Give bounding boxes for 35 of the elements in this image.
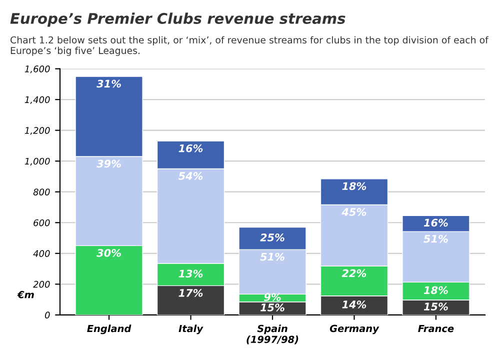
y-tick-label: 400 [33, 250, 50, 257]
y-tick-label: 1,000 [24, 158, 50, 166]
annotation: 25% [260, 234, 284, 242]
x-tick-label: Spain (1997/98) [246, 324, 298, 344]
y-tick-label: 800 [33, 188, 50, 196]
x-tick-label: Germany [330, 324, 380, 334]
annotation: 51% [260, 252, 284, 261]
annotation: 18% [342, 182, 366, 190]
x-tick-label: France [418, 324, 454, 332]
annotation: 18% [424, 286, 448, 294]
y-tick-label: 200 [33, 280, 50, 288]
annotation: 31% [96, 80, 121, 88]
annotation: 16% [424, 218, 448, 227]
y-tick-label: 1,600 [24, 66, 50, 74]
annotation: 15% [260, 304, 284, 312]
annotation: 15% [424, 302, 448, 310]
annotation: 30% [96, 248, 121, 257]
x-tick-label: Italy [178, 324, 204, 334]
y-tick-label: 0 [44, 312, 50, 318]
annotation: 14% [342, 300, 366, 308]
y-tick-label: 600 [34, 219, 50, 226]
annotation: 16% [178, 144, 203, 152]
annotation: 54% [178, 172, 203, 180]
annotation: 13% [178, 270, 203, 278]
annotation: 45% [342, 208, 366, 216]
y-tick-label: 1,400 [24, 96, 50, 104]
annotation: 51% [424, 234, 448, 243]
annotation: 39% [96, 160, 121, 168]
y-tick-label: 1,200 [24, 127, 50, 135]
x-tick-label: England [87, 324, 132, 334]
annotation: 22% [342, 269, 366, 278]
chart-subtitle: Chart 1.2 below sets out the split, or ‘mix’, of revenue streams for clubs in the top division of each of Europe’s ‘big five’ Leagues. [10, 36, 489, 56]
y-axis-title: €m [17, 290, 34, 298]
annotation: 17% [178, 288, 203, 297]
chart-title: Europe’s Premier Clubs revenue streams [10, 12, 346, 27]
